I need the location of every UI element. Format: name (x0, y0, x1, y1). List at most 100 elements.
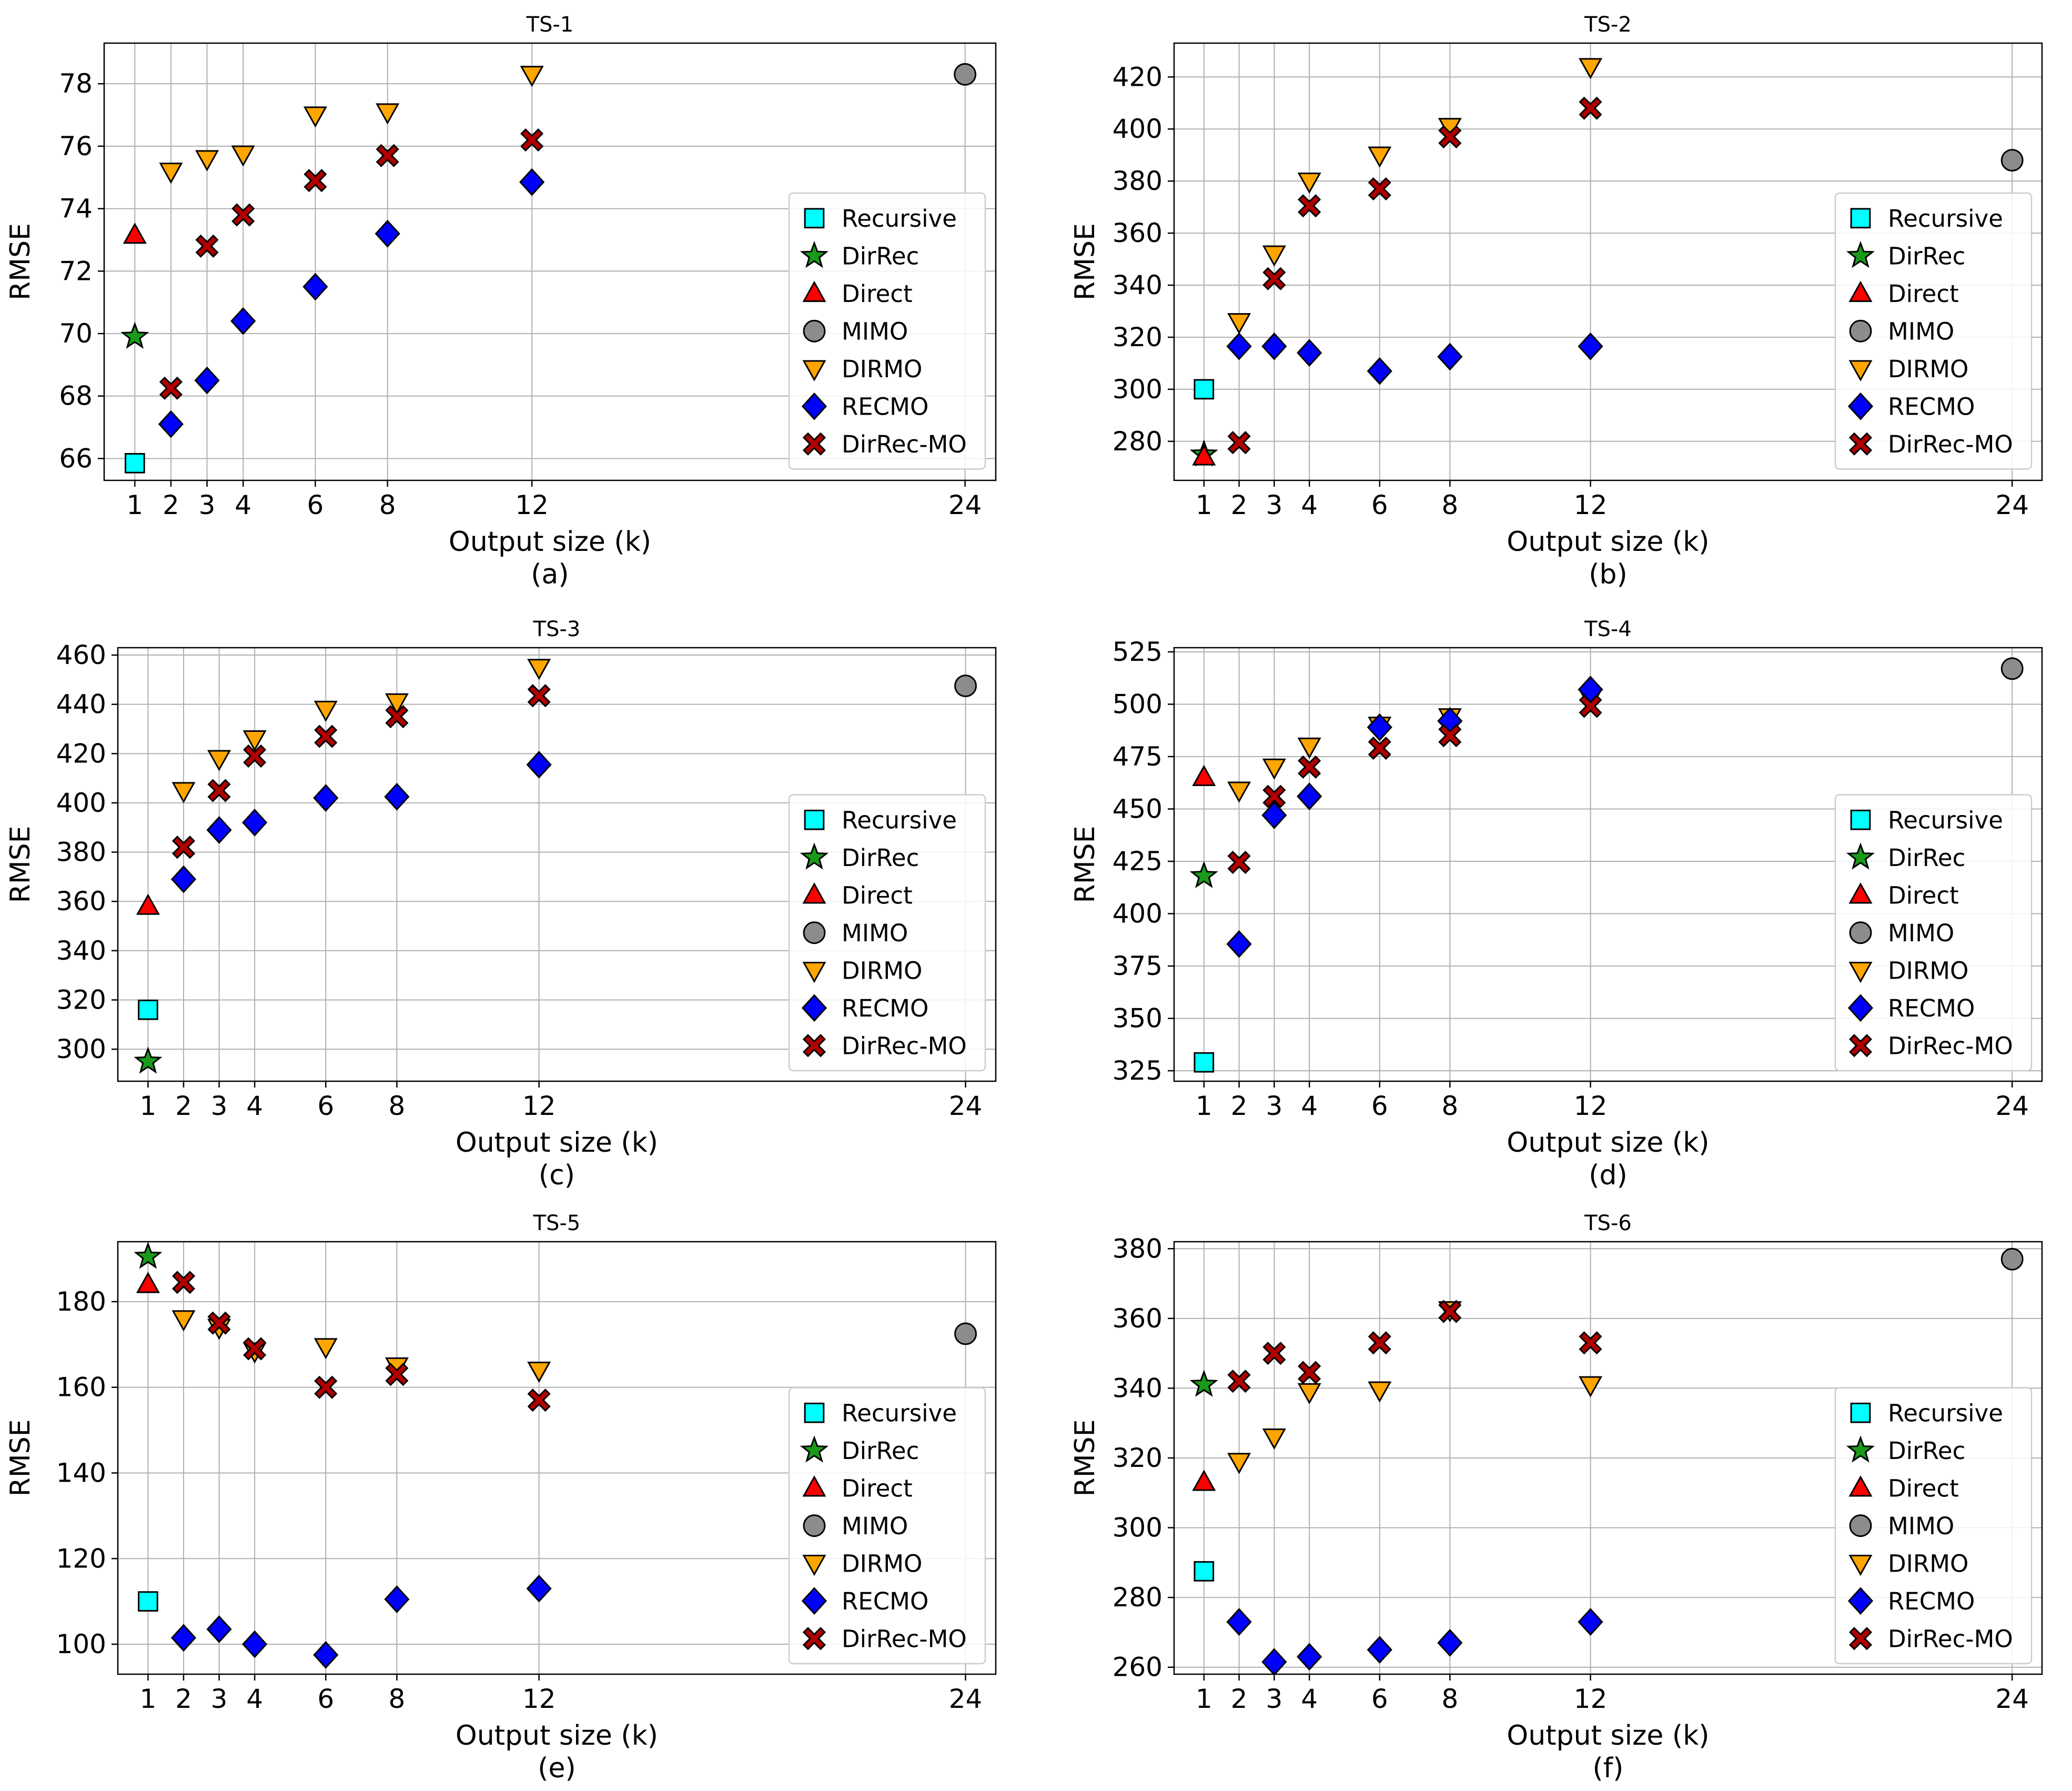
panel-title: TS-1 (526, 13, 574, 37)
legend-label: RECMO (1888, 393, 1975, 420)
legend-label: DirRec (1888, 1437, 1965, 1465)
data-point-square (138, 999, 158, 1020)
data-point-x-cross (527, 684, 551, 708)
data-point-x-cross (207, 779, 231, 802)
data-point-star (1189, 861, 1218, 888)
data-point-x-cross (171, 836, 196, 859)
legend-label: Recursive (1888, 205, 2003, 233)
x-tick-label: 6 (317, 1684, 334, 1714)
data-point-diamond (170, 1624, 197, 1652)
data-point-diamond (170, 865, 197, 893)
data-point-triangle-down (1297, 172, 1321, 194)
x-tick-label: 1 (140, 1091, 157, 1121)
data-point-triangle-up (123, 222, 147, 244)
y-tick-label: 100 (56, 1629, 106, 1659)
legend-box (788, 192, 986, 470)
legend-label: RECMO (842, 1587, 928, 1615)
legend-marker-x-cross (1848, 432, 1873, 456)
x-tick-label: 8 (1441, 1091, 1458, 1121)
data-point-x-cross (1227, 431, 1251, 455)
data-point-triangle-down (385, 693, 409, 715)
legend-marker-square (1850, 1402, 1871, 1423)
legend-marker-square (804, 1402, 825, 1423)
data-point-x-cross (1298, 1361, 1321, 1384)
data-point-diamond (1297, 782, 1322, 811)
data-point-triangle-down (171, 1310, 196, 1332)
legend-marker-star (800, 240, 829, 268)
legend-label: MIMO (1888, 919, 1954, 947)
y-tick-label: 320 (56, 985, 106, 1015)
legend-label: Direct (842, 881, 913, 909)
x-axis-label: Output size (k) (1507, 1127, 1709, 1159)
panel-2: 1 2 3 4 6 8 12 24280300320340360380400420TS-2Ou… (1069, 13, 2043, 590)
data-point-square (1194, 1561, 1215, 1582)
data-point-triangle-down (231, 145, 255, 167)
x-tick-label: 24 (949, 1684, 983, 1714)
axes-frame (1173, 647, 2043, 1082)
legend-box (1834, 1387, 2033, 1665)
x-tick-label: 2 (1231, 1684, 1248, 1714)
panel-title: TS-2 (1584, 13, 1632, 37)
legend-label: Recursive (842, 1399, 957, 1427)
x-axis-label: Output size (k) (449, 526, 651, 558)
y-tick-label: 400 (1113, 899, 1163, 929)
x-axis-label: Output size (k) (1507, 526, 1709, 558)
y-tick-label: 320 (1113, 1443, 1163, 1473)
data-point-triangle-down (527, 1361, 551, 1383)
data-point-diamond (1437, 1628, 1463, 1657)
legend-marker-diamond (1847, 994, 1874, 1022)
data-point-triangle-down (1227, 781, 1251, 803)
data-point-triangle-down (207, 750, 231, 771)
x-tick-label: 12 (515, 490, 549, 520)
data-point-triangle-down (314, 1338, 338, 1360)
y-tick-label: 475 (1113, 741, 1163, 772)
data-point-x-cross (1579, 1331, 1602, 1355)
legend-label: DirRec-MO (1888, 1032, 2013, 1060)
data-point-diamond (1261, 801, 1287, 829)
data-point-diamond (526, 1574, 552, 1603)
legend-label: DirRec-MO (1888, 430, 2013, 458)
legend-marker-x-cross (1848, 1034, 1873, 1058)
data-point-diamond (1226, 930, 1252, 958)
legend-marker-diamond (1847, 392, 1874, 420)
legend-marker-circle (803, 319, 826, 343)
y-tick-label: 76 (59, 131, 93, 162)
y-tick-label: 120 (56, 1543, 106, 1574)
x-tick-label: 8 (389, 1091, 406, 1121)
data-point-triangle-down (242, 730, 267, 752)
y-tick-label: 420 (56, 738, 106, 769)
data-point-circle (2000, 657, 2024, 680)
y-axis-label: RMSE (1069, 826, 1101, 903)
data-point-x-cross (1227, 1370, 1251, 1393)
data-point-triangle-down (1262, 245, 1286, 267)
x-tick-label: 4 (246, 1684, 263, 1714)
data-point-triangle-down (314, 700, 338, 722)
legend-label: Recursive (1888, 1399, 2003, 1427)
data-point-triangle-down (1262, 1428, 1286, 1450)
legend: Recursive DirRec Direct MIMO DIRMO RECMO DirRe… (1834, 1387, 2033, 1665)
y-tick-label: 340 (1113, 270, 1163, 300)
x-tick-label: 24 (1995, 1684, 2029, 1714)
legend: Recursive DirRec Direct MIMO DIRMO RECMO DirRe… (1834, 192, 2033, 470)
legend-label: DIRMO (1888, 355, 1968, 383)
y-tick-label: 300 (1113, 1513, 1163, 1543)
x-tick-label: 1 (1196, 490, 1212, 520)
y-tick-label: 425 (1113, 846, 1163, 877)
legend-label: DIRMO (842, 1549, 922, 1577)
data-point-x-cross (1438, 724, 1462, 748)
data-point-x-cross (1298, 755, 1321, 779)
legend-marker-triangle-up (802, 882, 826, 904)
data-point-x-cross (1262, 784, 1286, 808)
legend-label: Recursive (842, 806, 957, 834)
y-tick-label: 420 (1113, 62, 1163, 92)
data-point-triangle-down (376, 103, 400, 125)
legend: Recursive DirRec Direct MIMO DIRMO RECMO DirRe… (788, 794, 986, 1072)
x-tick-label: 2 (175, 1684, 192, 1714)
data-point-triangle-down (171, 782, 196, 803)
legend-marker-triangle-up (1848, 882, 1873, 904)
legend-marker-x-cross (802, 1627, 826, 1651)
x-tick-label: 6 (1371, 1091, 1388, 1121)
legend-marker-x-cross (802, 1034, 826, 1058)
y-tick-label: 350 (1113, 1003, 1163, 1034)
